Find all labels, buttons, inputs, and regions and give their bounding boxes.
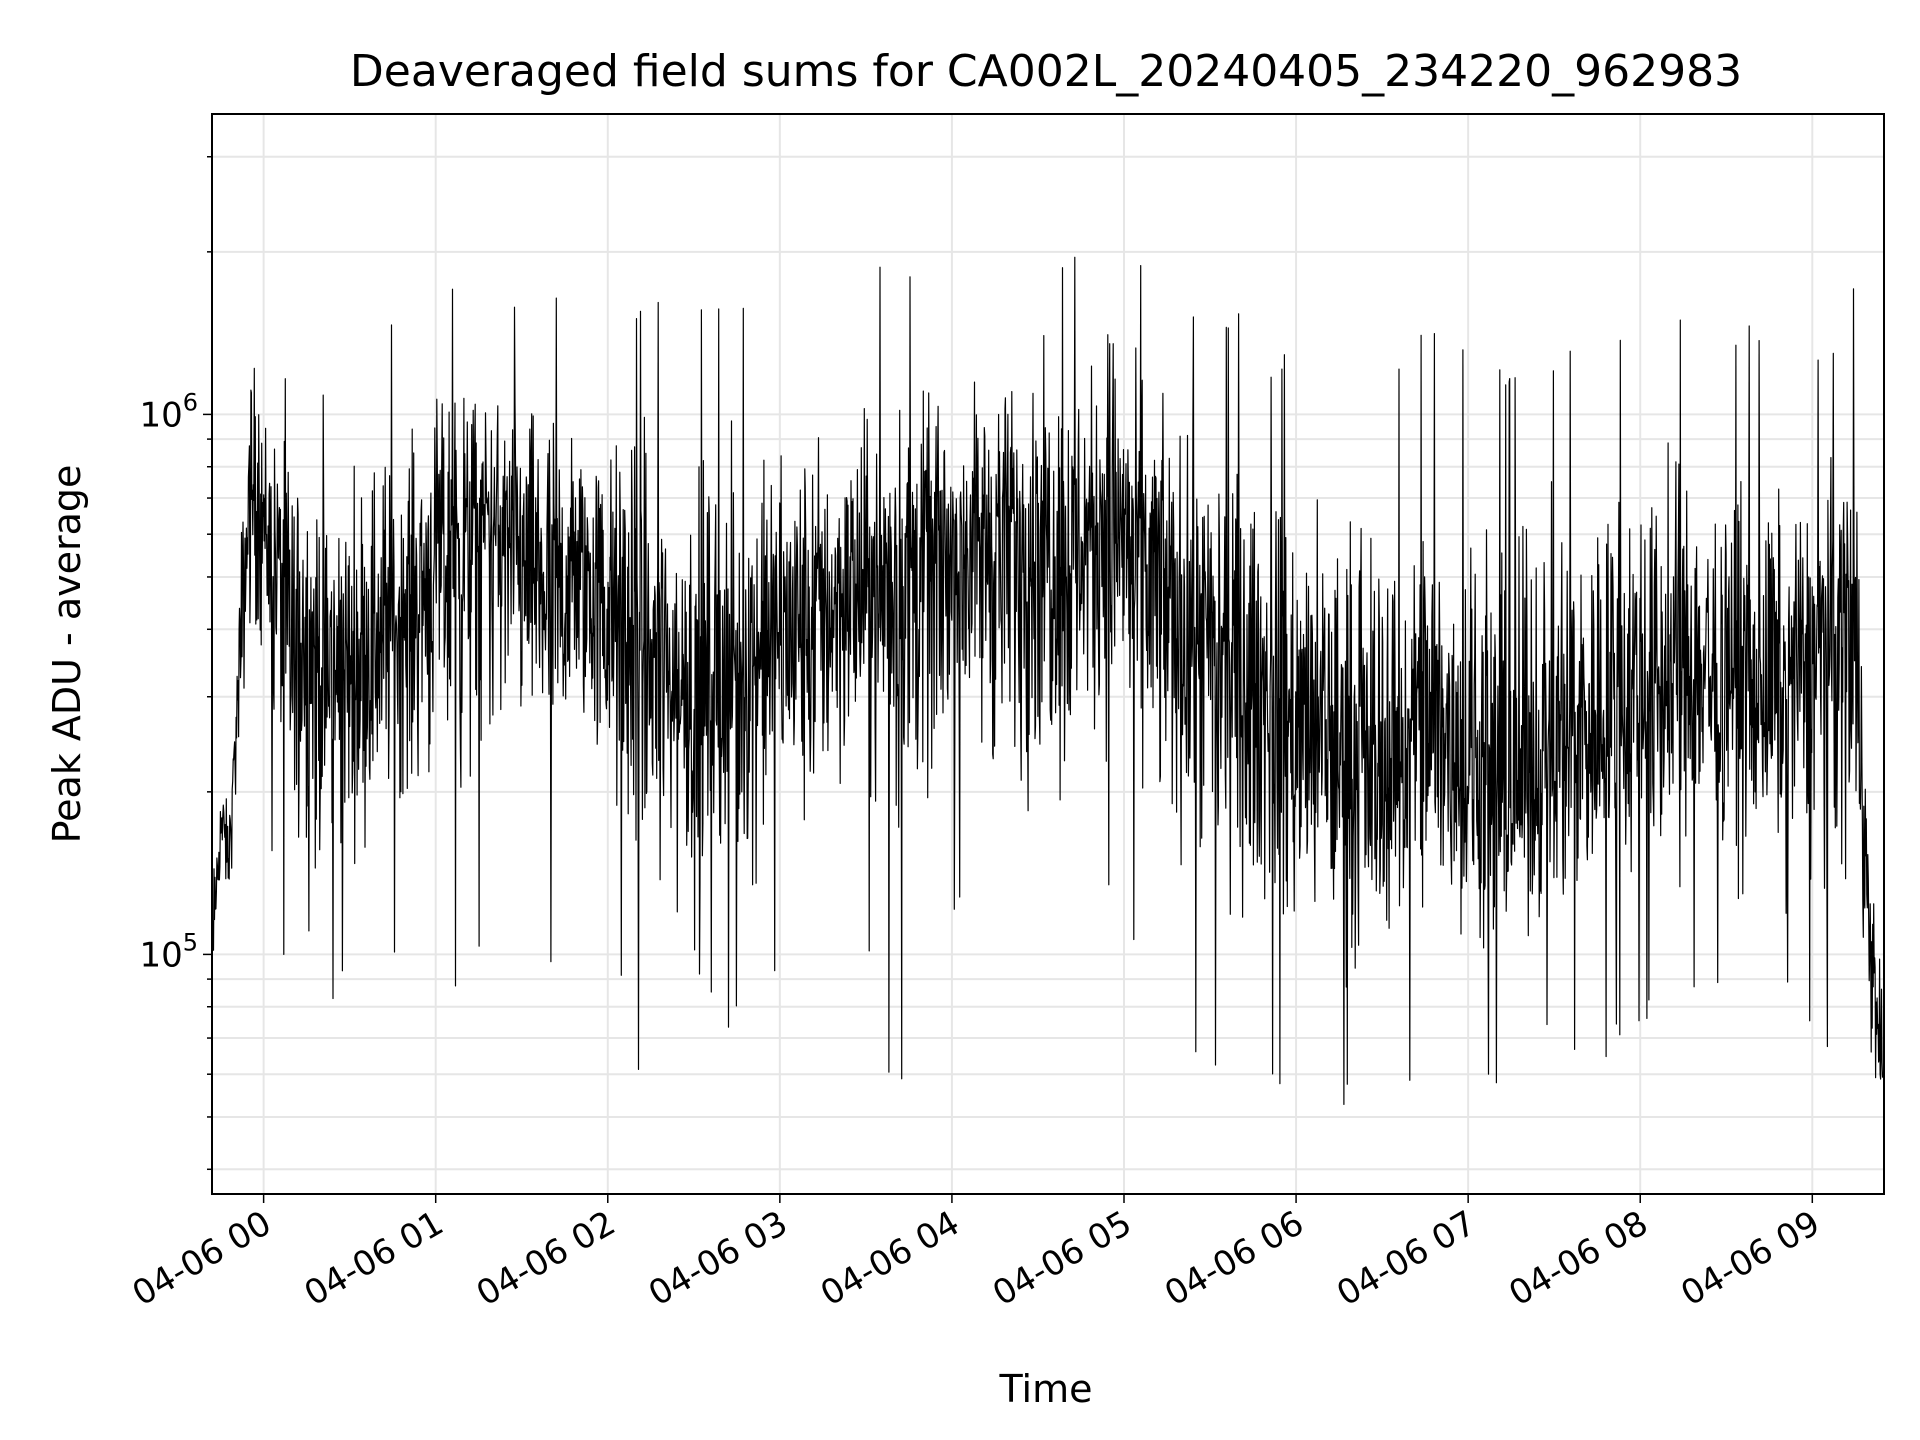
y-tick-label: 106 <box>139 388 198 435</box>
plot-frame <box>211 113 1885 1195</box>
series-layer <box>212 257 1884 1104</box>
x-axis-label: Time <box>999 1367 1093 1411</box>
y-axis: 105 106 <box>139 156 212 1171</box>
y-tick-label: 105 <box>139 928 198 975</box>
chart-title: Deaveraged field sums for CA002L_2024040… <box>350 46 1742 97</box>
y-axis-label: Peak ADU - average <box>45 465 89 844</box>
series-line <box>212 257 1884 1104</box>
